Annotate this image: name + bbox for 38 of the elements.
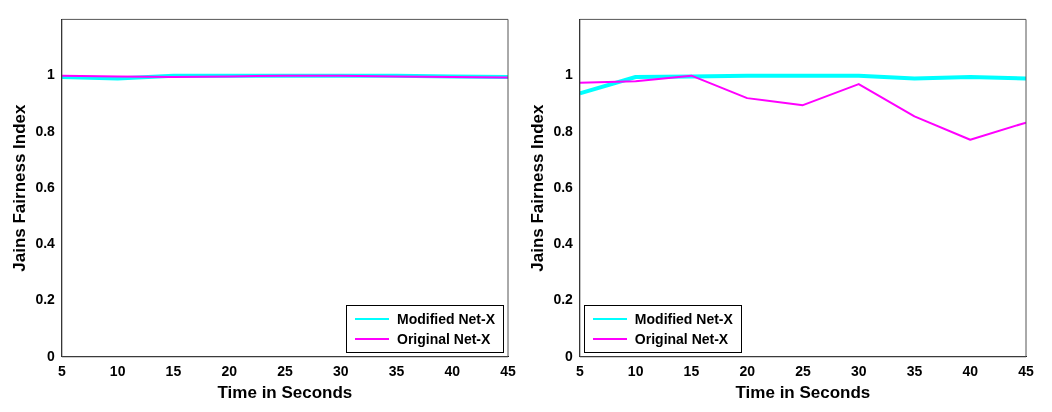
y-tick-label: 0.8: [553, 122, 574, 139]
x-tick-label: 30: [332, 363, 349, 380]
x-axis-title: Time in Seconds: [735, 383, 871, 403]
y-tick-label: 0: [565, 347, 574, 364]
x-tick-label: 10: [109, 363, 126, 380]
legend-label: Original Net-X: [397, 329, 491, 349]
legend-label: Original Net-X: [634, 329, 729, 349]
y-tick-label: 0.6: [35, 178, 56, 195]
x-tick-label: 20: [739, 363, 756, 380]
x-tick-label: 45: [500, 363, 516, 380]
legend-label: Modified Net-X: [397, 309, 495, 329]
x-tick-label: 15: [683, 363, 700, 380]
legend-label: Modified Net-X: [634, 309, 733, 329]
y-tick-label: 0.2: [35, 291, 56, 308]
x-tick-label: 30: [850, 363, 867, 380]
x-axis-title: Time in Seconds: [217, 383, 353, 403]
x-tick-label: 15: [165, 363, 182, 380]
x-tick-label: 25: [277, 363, 293, 380]
x-tick-label: 40: [962, 363, 979, 380]
x-tick-label: 5: [57, 363, 66, 380]
y-tick-label: 0.8: [35, 122, 56, 139]
x-tick-label: 20: [221, 363, 238, 380]
x-tick-label: 10: [627, 363, 644, 380]
y-tick-label: 0.6: [553, 178, 574, 195]
y-tick-label: 0.4: [553, 235, 574, 252]
x-tick-label: 35: [388, 363, 405, 380]
x-tick-label: 45: [1018, 363, 1034, 380]
x-tick-label: 5: [575, 363, 584, 380]
y-tick-label: 0.4: [35, 235, 56, 252]
y-axis-title: Jains Fairness Index: [527, 103, 547, 272]
y-tick-label: 0.2: [553, 291, 574, 308]
x-tick-label: 40: [444, 363, 461, 380]
x-tick-label: 25: [795, 363, 811, 380]
y-tick-label: 1: [565, 66, 574, 83]
y-tick-label: 1: [47, 66, 56, 83]
y-axis-title: Jains Fairness Index: [9, 103, 29, 272]
y-tick-label: 0: [47, 347, 56, 364]
x-tick-label: 35: [906, 363, 923, 380]
